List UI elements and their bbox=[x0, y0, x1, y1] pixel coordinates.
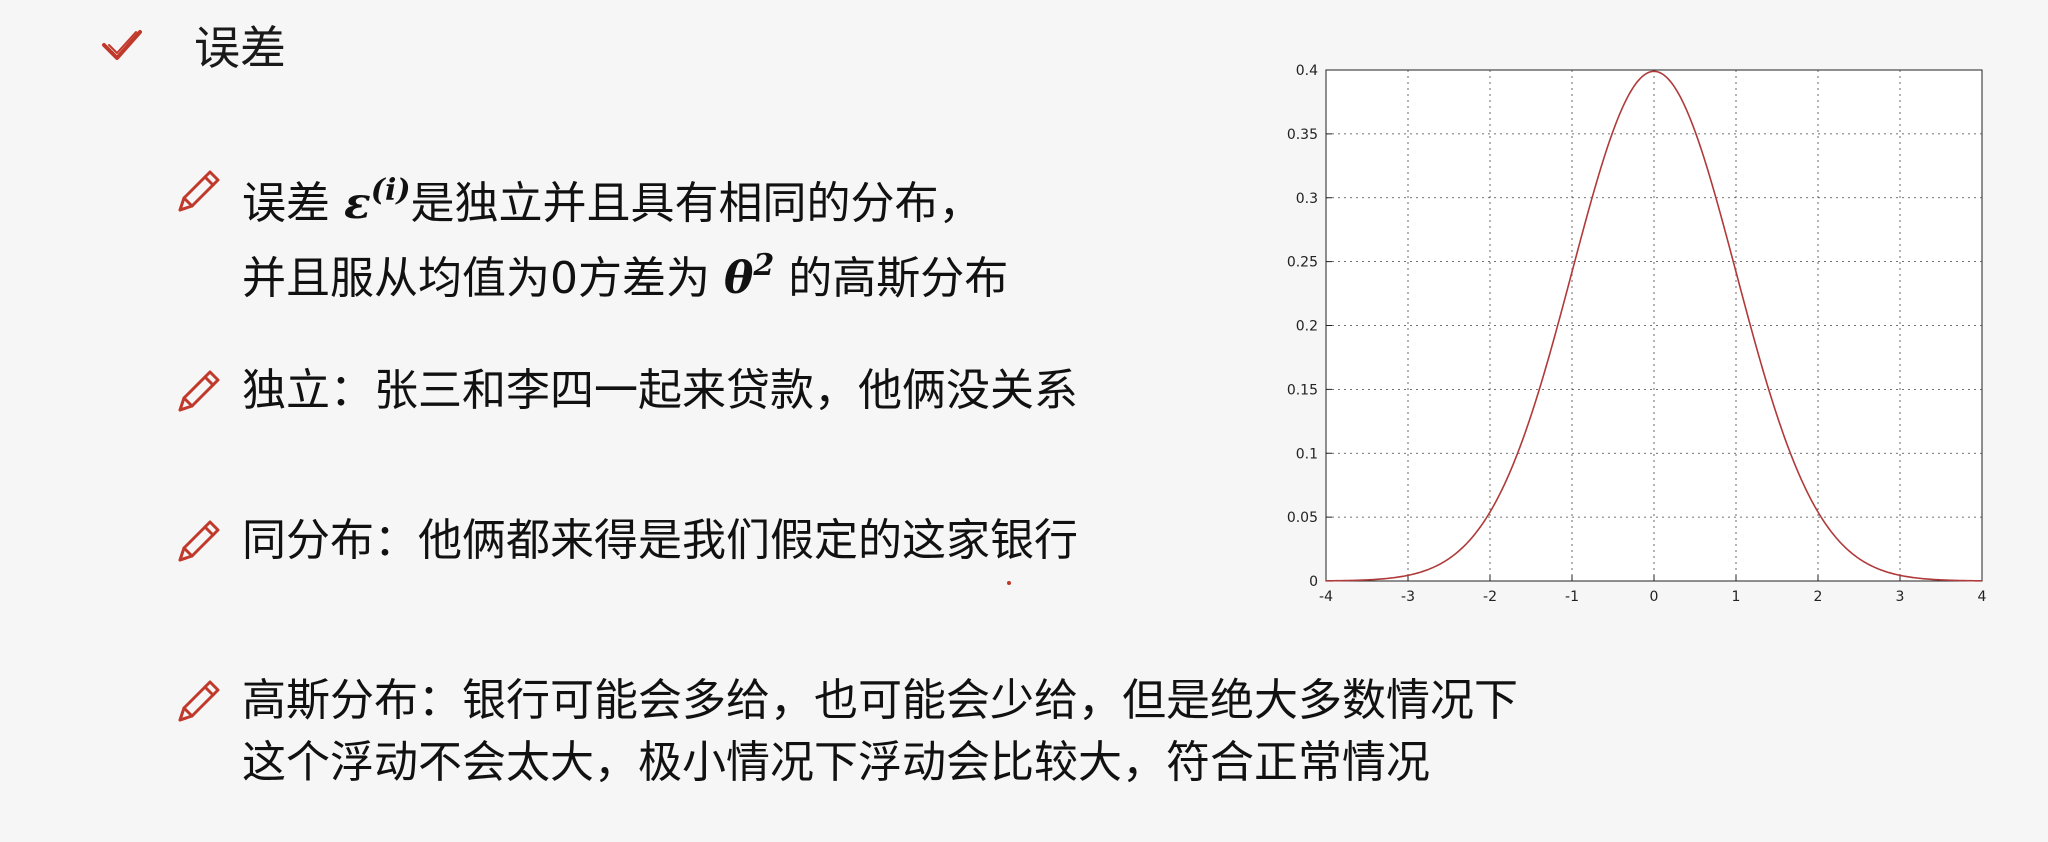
y-tick-label: 0.3 bbox=[1296, 191, 1318, 207]
y-tick-label: 0.4 bbox=[1296, 63, 1318, 79]
text-segment: 并且服从均值为0方差为 bbox=[242, 253, 724, 304]
gaussian-chart: -4 -3 -2 -1 0 1 2 3 4 0 0.05 0.1 0.15 0.2 0.25 0.3 0.35… bbox=[1287, 63, 1987, 605]
x-tick-label: 2 bbox=[1814, 589, 1823, 605]
series-line bbox=[1325, 70, 1983, 582]
epsilon-symbol: ε(i) bbox=[344, 173, 411, 229]
y-tick-label: 0.25 bbox=[1287, 255, 1318, 271]
x-tick-label: -3 bbox=[1401, 589, 1415, 605]
page-title: 误差 bbox=[194, 21, 286, 75]
stray-dot bbox=[1007, 581, 1011, 585]
x-tick-label: -2 bbox=[1483, 589, 1497, 605]
bullet-identical-distribution: 同分布：他俩都来得是我们假定的这家银行 bbox=[172, 510, 1078, 572]
x-tick-label: 0 bbox=[1650, 589, 1659, 605]
y-tick-label: 0 bbox=[1309, 574, 1318, 590]
x-tick-label: -1 bbox=[1565, 589, 1579, 605]
bullet-line: 并且服从均值为0方差为 θ2 的高斯分布 bbox=[242, 235, 1008, 310]
bullet-text: 独立：张三和李四一起来贷款，他俩没关系 bbox=[242, 365, 1078, 416]
y-tick-label: 0.05 bbox=[1287, 510, 1318, 526]
x-tick-label: -4 bbox=[1319, 589, 1333, 605]
math-superscript: (i) bbox=[370, 173, 411, 208]
title-row: 误差 bbox=[100, 10, 286, 80]
text-segment: 误差 bbox=[242, 178, 344, 229]
y-tick-label: 0.35 bbox=[1287, 127, 1318, 143]
plot-area bbox=[1325, 69, 1983, 582]
bullet-line: 高斯分布：银行可能会多给，也可能会少给，但是绝大多数情况下 bbox=[242, 675, 1518, 726]
x-tick-label: 3 bbox=[1896, 589, 1905, 605]
pencil-icon bbox=[178, 370, 220, 412]
bullet-line: 这个浮动不会太大，极小情况下浮动会比较大，符合正常情况 bbox=[242, 737, 1430, 788]
bullet-independent: 独立：张三和李四一起来贷款，他俩没关系 bbox=[172, 360, 1078, 422]
bullet-line: 误差 ε(i)是独立并且具有相同的分布， bbox=[242, 160, 1008, 235]
bullet-gaussian: 高斯分布：银行可能会多给，也可能会少给，但是绝大多数情况下 这个浮动不会太大，极… bbox=[172, 670, 1518, 794]
math-base: ε bbox=[344, 178, 371, 229]
y-tick-label: 0.15 bbox=[1287, 382, 1318, 398]
math-superscript: 2 bbox=[753, 248, 775, 283]
pencil-icon bbox=[178, 680, 220, 722]
pencil-icon bbox=[178, 520, 220, 562]
y-axis: 0 0.05 0.1 0.15 0.2 0.25 0.3 0.35 0.4 bbox=[1287, 63, 1332, 590]
bullet-error-definition: 误差 ε(i)是独立并且具有相同的分布， 并且服从均值为0方差为 θ2 的高斯分… bbox=[172, 160, 1008, 310]
x-tick-label: 1 bbox=[1732, 589, 1741, 605]
text-segment: 的高斯分布 bbox=[774, 253, 1009, 304]
math-base: θ bbox=[723, 253, 754, 304]
check-icon bbox=[102, 30, 142, 60]
y-tick-label: 0.1 bbox=[1296, 446, 1318, 462]
pencil-icon bbox=[178, 170, 220, 212]
x-axis: -4 -3 -2 -1 0 1 2 3 4 bbox=[1319, 575, 1987, 605]
text-segment: 是独立并且具有相同的分布， bbox=[410, 178, 983, 229]
bullet-text: 同分布：他俩都来得是我们假定的这家银行 bbox=[242, 515, 1078, 566]
x-tick-label: 4 bbox=[1978, 589, 1987, 605]
grid bbox=[1326, 70, 1982, 581]
theta-symbol: θ2 bbox=[723, 248, 774, 304]
y-tick-label: 0.2 bbox=[1296, 319, 1318, 335]
